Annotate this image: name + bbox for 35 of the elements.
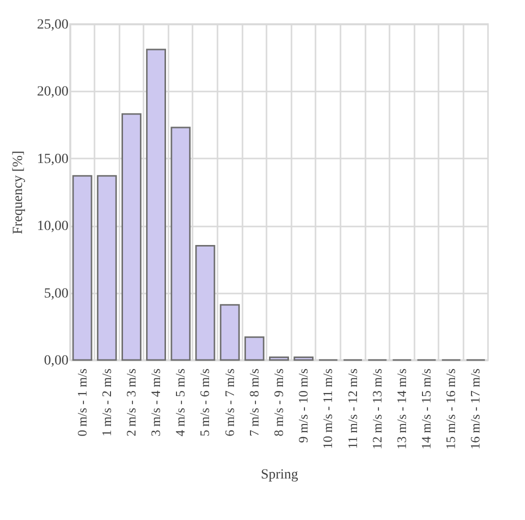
- y-tick-label: 15,00: [37, 152, 68, 167]
- bar: [170, 126, 191, 361]
- x-tick-label: 11 m/s - 12 m/s: [344, 368, 360, 449]
- bar: [195, 245, 216, 361]
- x-tick-label: 16 m/s - 17 m/s: [468, 368, 483, 450]
- x-tick-label: 1 m/s - 2 m/s: [98, 368, 114, 436]
- x-axis-title: Spring: [260, 467, 298, 482]
- x-tick-label: 2 m/s - 3 m/s: [123, 368, 138, 436]
- x-tick-label: 14 m/s - 15 m/s: [418, 368, 434, 450]
- bar: [220, 304, 240, 361]
- x-tick-label: 10 m/s - 11 m/s: [320, 368, 336, 449]
- bar: [244, 336, 264, 361]
- x-tick-label: 9 m/s - 10 m/s: [296, 368, 311, 443]
- bar: [72, 175, 92, 361]
- y-tick-label: 5,00: [44, 286, 68, 302]
- x-tick-label: 12 m/s - 13 m/s: [369, 368, 384, 450]
- y-tick-label: 0,00: [44, 354, 68, 368]
- x-tick-label: 5 m/s - 6 m/s: [197, 368, 212, 436]
- y-axis-title: Frequency [%]: [11, 150, 26, 234]
- x-tick-label: 6 m/s - 7 m/s: [222, 368, 237, 436]
- bar: [269, 356, 289, 361]
- y-tick-label: 20,00: [37, 84, 68, 100]
- x-tick-label: 8 m/s - 9 m/s: [271, 368, 286, 436]
- bar: [146, 48, 166, 361]
- bar: [122, 113, 142, 361]
- x-tick-label: 13 m/s - 14 m/s: [394, 368, 409, 450]
- y-tick-label: 25,00: [37, 18, 68, 32]
- bar: [96, 175, 117, 361]
- x-tick-label: 3 m/s - 4 m/s: [148, 368, 164, 436]
- x-tick-label: 4 m/s - 5 m/s: [172, 368, 188, 436]
- x-tick-label: 7 m/s - 8 m/s: [246, 368, 262, 436]
- bar: [294, 356, 314, 361]
- x-tick-label: 0 m/s - 1 m/s: [74, 368, 90, 436]
- x-tick-label: 15 m/s - 16 m/s: [443, 368, 458, 450]
- y-tick-label: 10,00: [37, 219, 68, 234]
